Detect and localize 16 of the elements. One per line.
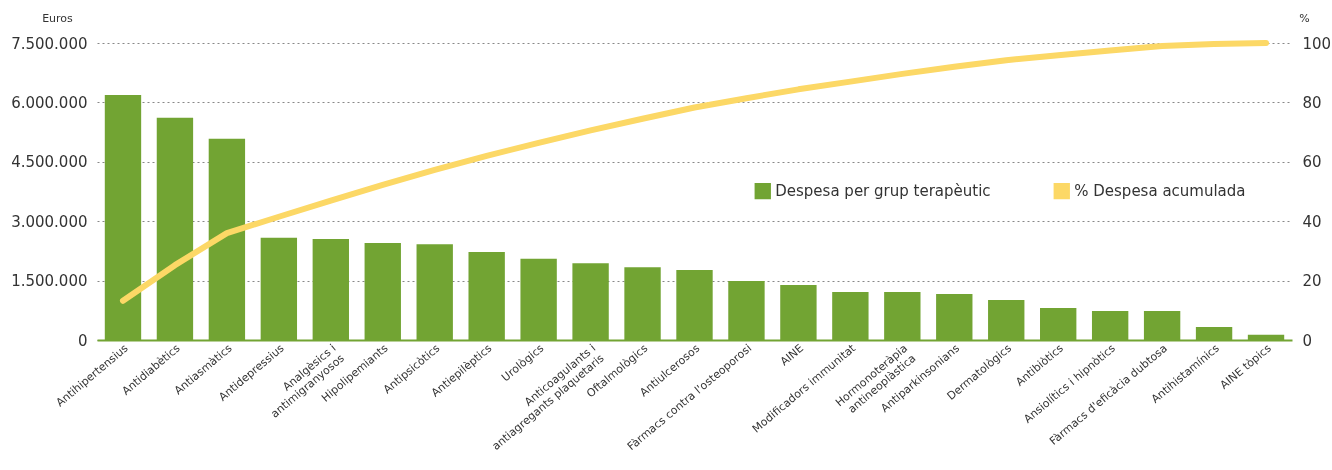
- legend-label: Despesa per grup terapèutic: [775, 182, 991, 201]
- y2-axis-title: %: [1299, 11, 1310, 25]
- y-axis-title: Euros: [42, 11, 74, 25]
- y2-tick-label: 100: [1302, 34, 1332, 53]
- y2-tick-label: 40: [1302, 212, 1322, 231]
- y2-tick-label: 60: [1302, 153, 1322, 172]
- y-tick-label: 0: [77, 331, 88, 350]
- y2-tick-label: 80: [1302, 93, 1322, 112]
- y-tick-label: 6.000.000: [11, 93, 88, 112]
- y-tick-label: 7.500.000: [11, 34, 88, 53]
- y-tick-label: 3.000.000: [11, 212, 88, 231]
- legend-label: % Despesa acumulada: [1074, 182, 1246, 201]
- y-tick-label: 1.500.000: [11, 272, 88, 291]
- y2-tick-label: 0: [1302, 331, 1313, 350]
- y-tick-label: 4.500.000: [11, 153, 88, 172]
- y2-tick-label: 20: [1302, 272, 1322, 291]
